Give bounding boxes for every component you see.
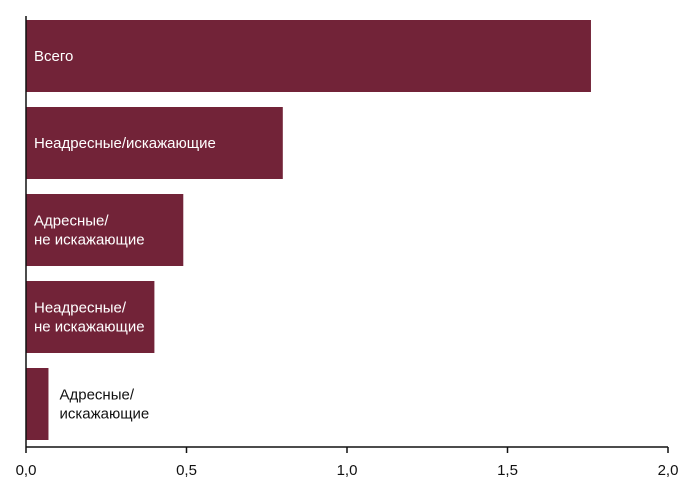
bar-label-line: Адресные/ <box>59 387 134 404</box>
bar-label-2: Адресные/не искажающие <box>34 213 145 249</box>
bar-label-4: Адресные/искажающие <box>59 387 149 423</box>
bar-label-line: Неадресные/ <box>34 300 127 317</box>
x-tick-label-2: 1,0 <box>337 462 358 479</box>
bar-label-line: Адресные/ <box>34 213 109 230</box>
bar-1 <box>26 107 283 179</box>
x-tick-label-1: 0,5 <box>176 462 197 479</box>
bar-0 <box>26 20 591 92</box>
bar-label-line: Всего <box>34 48 73 65</box>
bar-label-line: не искажающие <box>34 232 145 249</box>
bar-2 <box>26 194 184 266</box>
bar-3 <box>26 281 155 353</box>
bar-label-line: Неадресные/искажающие <box>34 135 216 152</box>
bar-label-line: не искажающие <box>34 319 145 336</box>
bar-label-line: искажающие <box>59 406 149 423</box>
x-tick-label-4: 2,0 <box>658 462 679 479</box>
bar-label-3: Неадресные/не искажающие <box>34 300 145 336</box>
x-tick-label-3: 1,5 <box>497 462 518 479</box>
bar-label-0: Всего <box>34 48 73 65</box>
x-tick-label-0: 0,0 <box>16 462 37 479</box>
bar-4 <box>26 368 49 440</box>
bar-label-1: Неадресные/искажающие <box>34 135 216 152</box>
